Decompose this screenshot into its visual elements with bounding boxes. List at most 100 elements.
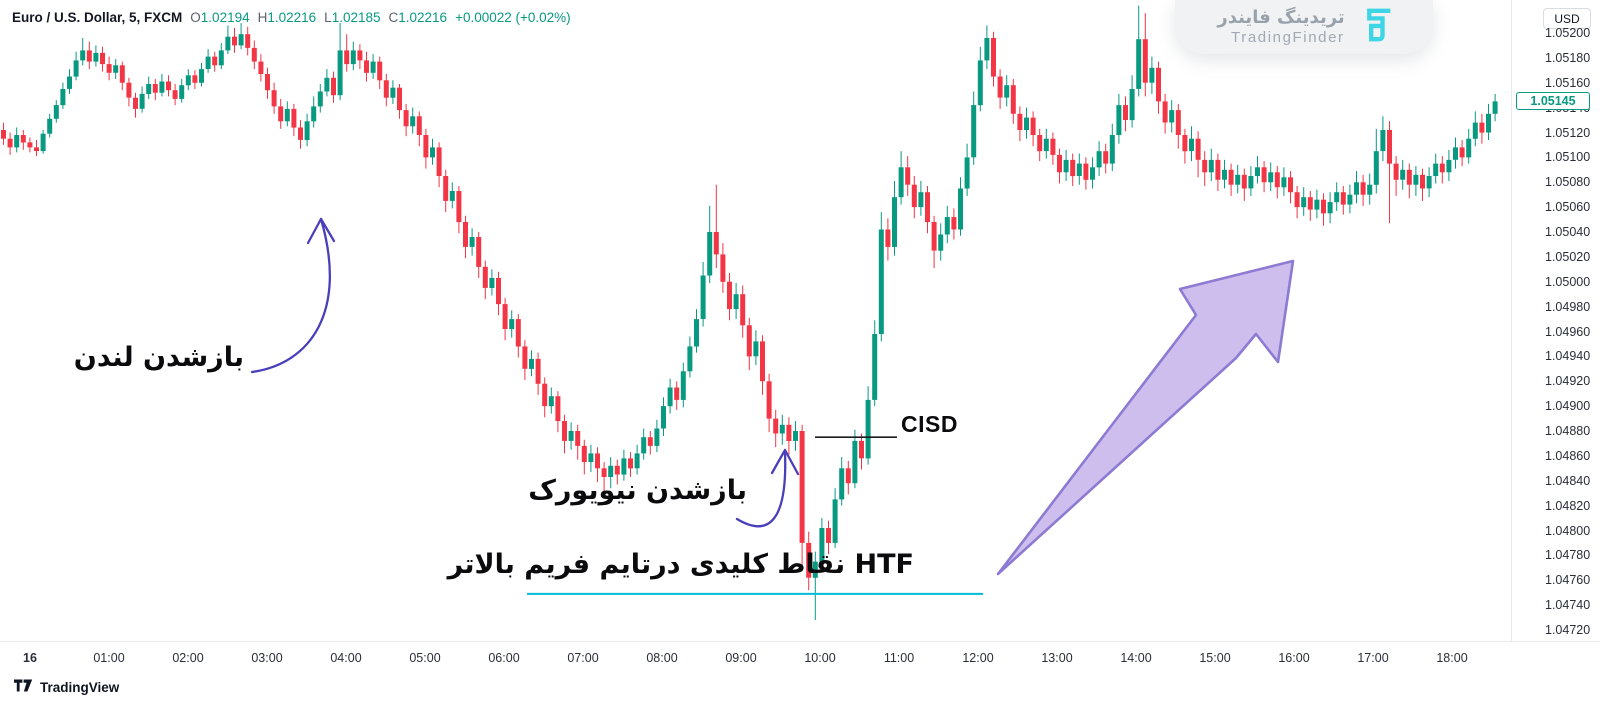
candle-body: [1109, 135, 1115, 164]
candle-body: [278, 106, 284, 122]
candle-body: [628, 458, 633, 469]
tradingview-logo-text[interactable]: TradingView: [40, 680, 120, 695]
tradingview-logo-icon[interactable]: [14, 679, 33, 697]
candle-body: [1426, 176, 1432, 189]
candle-body: [377, 61, 383, 81]
candle-body: [1373, 151, 1379, 185]
candle-body: [1241, 174, 1247, 189]
candle-body: [1360, 182, 1366, 195]
candle-body: [793, 431, 798, 441]
candle-body: [720, 254, 726, 282]
price-change: +0.00022 (+0.02%): [455, 10, 571, 25]
footer-bar: TradingView: [0, 673, 1600, 702]
price-axis-label: 1.04840: [1545, 473, 1591, 488]
candle-body: [232, 36, 237, 46]
time-axis-label: 18:00: [1436, 650, 1468, 665]
candle-body: [548, 396, 554, 407]
candle-body: [1149, 67, 1155, 83]
candle-body: [1393, 163, 1399, 180]
candle-body: [575, 431, 581, 446]
candle-body: [1162, 101, 1168, 123]
candle-body: [1472, 122, 1478, 139]
candle-body: [1222, 169, 1227, 180]
candle-body: [119, 65, 125, 83]
candle-body: [812, 561, 818, 578]
candle-body: [1288, 177, 1293, 193]
candle-body: [1010, 85, 1016, 114]
candle-body: [284, 108, 290, 122]
candle-body: [806, 542, 812, 578]
candle-body: [502, 304, 508, 329]
candle-body: [205, 56, 211, 69]
candle-body: [1195, 138, 1201, 160]
candle-body: [614, 465, 620, 475]
candle-body: [350, 50, 356, 65]
currency-toggle-usd[interactable]: USD: [1543, 8, 1591, 29]
candle-body: [1453, 147, 1458, 160]
candle-body: [403, 110, 409, 127]
candle-body: [383, 80, 389, 98]
candle-body: [179, 85, 185, 99]
candle-body: [225, 36, 231, 51]
candle-body: [773, 418, 779, 434]
candle-body: [1334, 192, 1340, 203]
candle-body: [370, 61, 376, 73]
candle-body: [1004, 85, 1010, 98]
candle-body: [311, 106, 317, 122]
candle-body: [1090, 167, 1095, 180]
tradingfinder-brand-english: TradingFinder: [1231, 28, 1345, 46]
candle-body: [984, 38, 990, 61]
candle-body: [1208, 159, 1214, 173]
price-scale[interactable]: USD 1.052001.051801.051601.051401.051201…: [1511, 0, 1600, 641]
candle-body: [1268, 172, 1274, 183]
candle-body: [694, 319, 699, 347]
symbol-legend[interactable]: Euro / U.S. Dollar, 5, FXCM O1.02194 H1.…: [12, 10, 571, 25]
candle-body: [185, 75, 191, 86]
candle-body: [892, 197, 897, 247]
candle-body: [1347, 194, 1353, 205]
candle-body: [1129, 89, 1135, 121]
candle-body: [1479, 122, 1485, 133]
candle-body: [1433, 163, 1439, 176]
candle-body: [1387, 130, 1392, 164]
candle-body: [482, 266, 488, 288]
price-axis-label: 1.04800: [1545, 523, 1591, 538]
candle-body: [1367, 184, 1373, 195]
price-axis-label: 1.04860: [1545, 448, 1591, 463]
candle-body: [588, 453, 594, 463]
price-axis-label: 1.05080: [1545, 175, 1591, 190]
candle-body: [27, 142, 33, 148]
candle-body: [581, 445, 587, 463]
candle-body: [977, 60, 983, 106]
time-axis-label: 17:00: [1357, 650, 1389, 665]
candle-body: [595, 453, 600, 469]
candle-body: [1327, 202, 1333, 214]
time-scale[interactable]: 16 01:00 02:00 03:00 04:00 05:00 06:00 07:00 08:…: [0, 641, 1600, 674]
candle-body: [1492, 101, 1498, 114]
candle-body: [317, 91, 323, 107]
candle-body: [416, 116, 422, 135]
candle-body: [997, 76, 1003, 98]
candle-body: [1057, 154, 1062, 173]
candle-body: [146, 84, 152, 94]
candle-body: [621, 458, 627, 475]
newyork-open-label: بازشدن نیویورک: [528, 475, 747, 506]
chart-pane[interactable]: [0, 0, 1512, 641]
candle-body: [410, 116, 416, 127]
time-axis-label: 02:00: [172, 650, 204, 665]
candle-body: [964, 157, 970, 189]
candle-body: [1076, 163, 1082, 176]
candle-body: [991, 38, 996, 77]
candle-body: [918, 192, 924, 208]
candle-body: [1202, 159, 1208, 173]
candle-body: [1, 130, 6, 139]
candle-body: [489, 278, 495, 288]
candle-body: [1486, 113, 1491, 133]
candle-body: [1459, 147, 1465, 158]
candle-body: [1261, 167, 1267, 183]
candle-body: [1136, 39, 1142, 89]
candle-body: [819, 528, 825, 562]
candlestick-series: [1, 5, 1498, 620]
candle-body: [674, 387, 680, 400]
candle-body: [1024, 117, 1029, 130]
